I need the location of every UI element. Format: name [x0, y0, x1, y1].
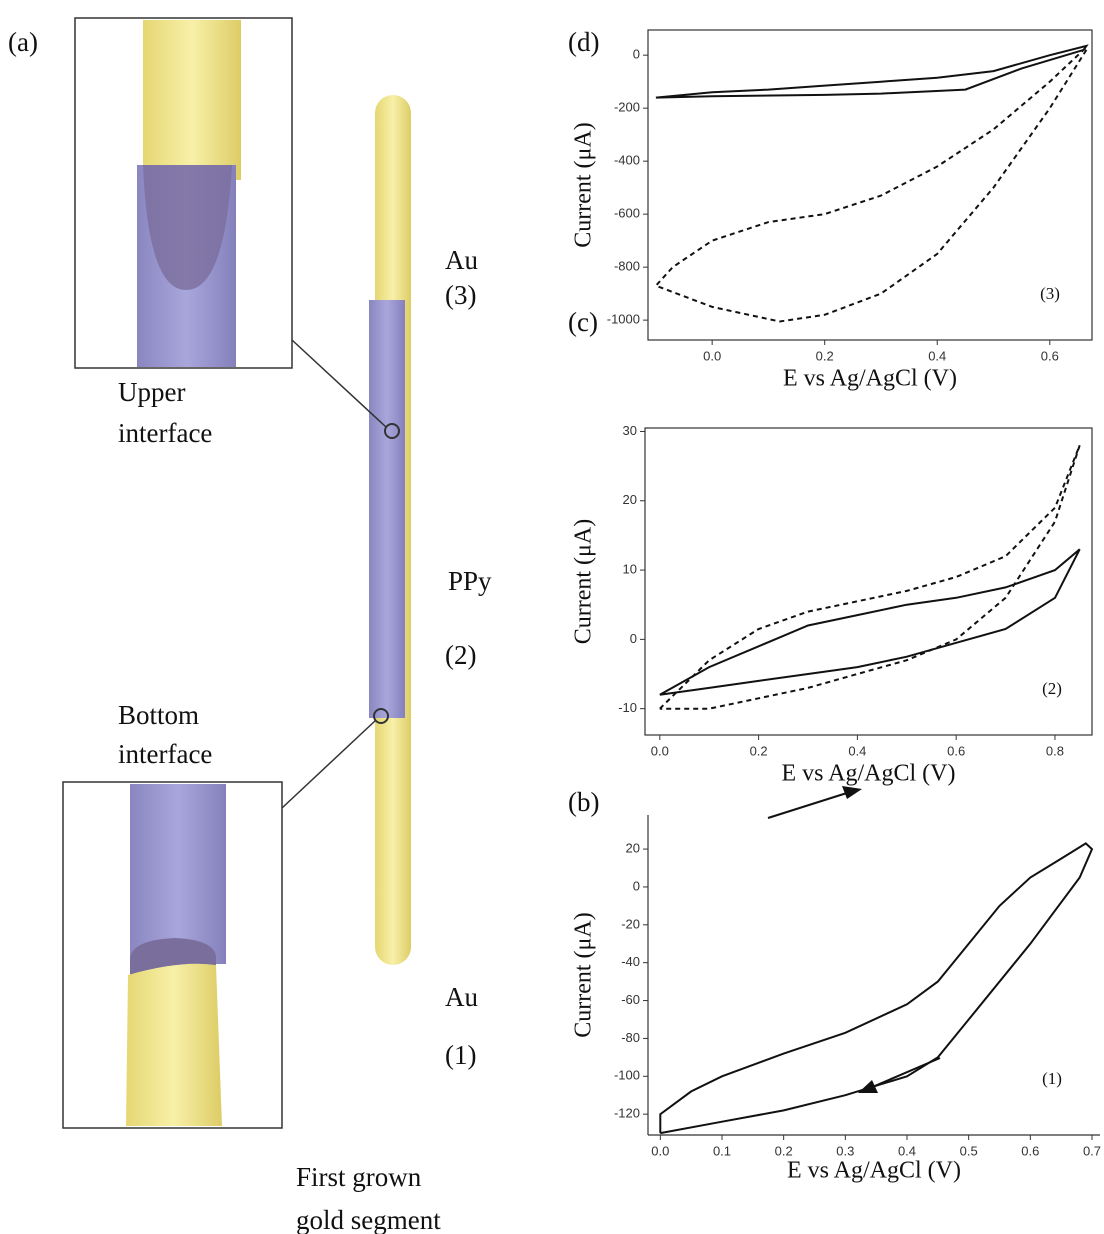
y-tick-label: -400	[614, 153, 640, 168]
cv-curve	[659, 548, 1081, 696]
label: Au	[445, 982, 478, 1012]
x-tick-label: 0.2	[816, 348, 834, 363]
x-tick-label: 0.2	[775, 1143, 793, 1158]
x-tick-label: 0.0	[703, 348, 721, 363]
y-tick-label: -20	[621, 916, 640, 931]
label: First grown	[296, 1162, 422, 1192]
x-tick-label: 0.4	[848, 743, 866, 758]
label: (1)	[445, 1040, 476, 1070]
y-tick-label: -600	[614, 206, 640, 221]
annotation: (3)	[1040, 284, 1060, 303]
label: (2)	[445, 640, 476, 670]
y-tick-label: 20	[623, 492, 637, 507]
inset-ppy	[130, 784, 226, 964]
x-tick-label: 0.8	[1046, 743, 1064, 758]
x-tick-label: 0.6	[1041, 348, 1059, 363]
arrows	[767, 786, 941, 1093]
x-tick-label: 0.5	[960, 1143, 978, 1158]
connector	[291, 339, 387, 428]
y-tick-label: -200	[614, 100, 640, 115]
label: interface	[118, 418, 212, 448]
y-tick-label: -40	[621, 954, 640, 969]
cv-curve	[659, 842, 1094, 1135]
y-tick-label: 0	[633, 47, 640, 62]
y-tick-label: 10	[623, 562, 637, 577]
label: Bottom	[118, 700, 199, 730]
x-tick-label: 0.6	[1021, 1143, 1039, 1158]
x-tick-label: 0.0	[651, 1143, 669, 1158]
x-tick-label: 0.4	[928, 348, 946, 363]
y-tick-label: 20	[626, 841, 640, 856]
x-tick-label: 0.4	[898, 1143, 916, 1158]
x-axis-label: E vs Ag/AgCl (V)	[783, 366, 957, 392]
plot-frame	[644, 427, 1093, 736]
panel-label: (a)	[8, 27, 38, 57]
cv-curve	[654, 46, 1088, 323]
x-tick-label: 0.0	[651, 743, 669, 758]
y-axis-label: Current (μA)	[571, 122, 597, 248]
x-axis-label: E vs Ag/AgCl (V)	[787, 1158, 961, 1184]
panel-label: (b)	[568, 787, 599, 817]
nanowire-diagram: (a) Au (3) Upper interface PPy (2) Botto…	[8, 17, 492, 1234]
y-axis-label: Current (μA)	[571, 912, 597, 1038]
inset-gold	[126, 963, 222, 1126]
x-axis-label: E vs Ag/AgCl (V)	[782, 761, 956, 787]
label: Au	[445, 245, 478, 275]
label: gold segment	[296, 1205, 441, 1234]
y-tick-label: 30	[623, 423, 637, 438]
y-tick-label: -80	[621, 1030, 640, 1045]
upper-marker	[384, 423, 400, 439]
x-tick-label: 0.6	[947, 743, 965, 758]
y-tick-label: 0	[630, 631, 637, 646]
label: (3)	[445, 280, 476, 310]
bottom-marker	[373, 708, 389, 724]
x-tick-label: 0.1	[713, 1143, 731, 1158]
annotation: (1)	[1042, 1069, 1062, 1088]
annotation: (2)	[1042, 679, 1062, 698]
y-tick-label: -120	[614, 1106, 640, 1121]
y-tick-label: 0	[633, 878, 640, 893]
plot-frame	[647, 29, 1093, 341]
y-tick-label: -100	[614, 1068, 640, 1083]
y-tick-label: -800	[614, 259, 640, 274]
y-tick-label: -1000	[607, 312, 640, 327]
panel-label: (c)	[568, 307, 598, 337]
y-tick-label: -60	[621, 992, 640, 1007]
ppy-segment	[369, 300, 405, 718]
y-tick-label: -10	[618, 700, 637, 715]
y-axis-label: Current (μA)	[571, 519, 597, 645]
label: interface	[118, 739, 212, 769]
inset-gold	[143, 20, 241, 180]
cv-curve	[655, 44, 1089, 99]
connector	[281, 719, 377, 809]
x-tick-label: 0.3	[836, 1143, 854, 1158]
x-tick-label: 0.2	[750, 743, 768, 758]
panel-label: (d)	[568, 27, 599, 57]
cv-curve	[659, 444, 1081, 710]
inset-dome	[143, 165, 232, 290]
label: Upper	[118, 377, 185, 407]
x-tick-label: 0.7	[1083, 1143, 1101, 1158]
label: PPy	[448, 566, 492, 596]
